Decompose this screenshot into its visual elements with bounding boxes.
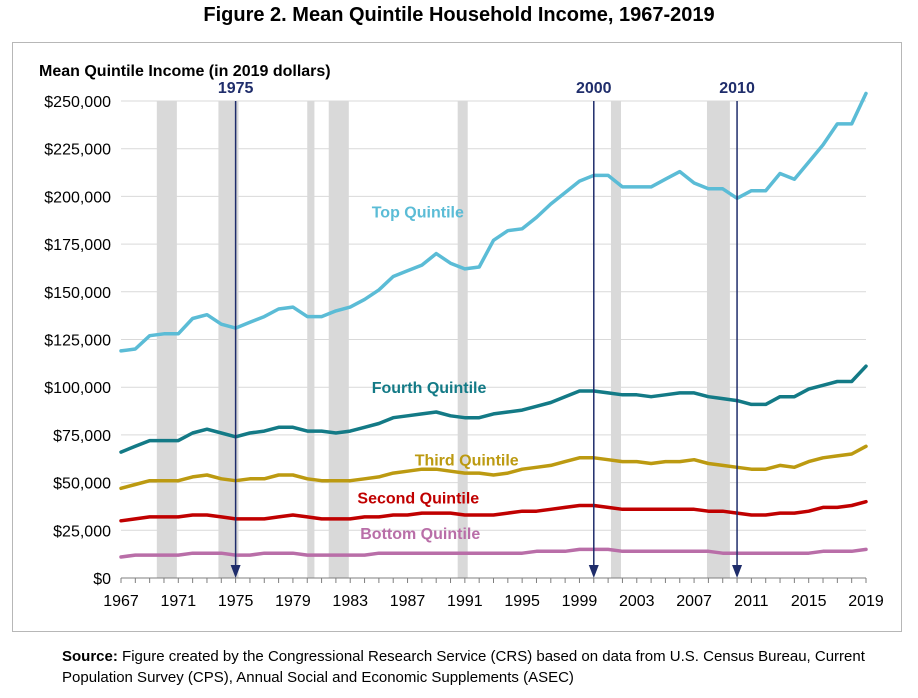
y-tick-label: $225,000 [44, 142, 111, 159]
marker-arrowhead [230, 565, 241, 578]
y-tick-label: $250,000 [44, 94, 111, 111]
y-tick-label: $150,000 [44, 285, 111, 302]
series-labels: Top Quintile Fourth Quintile Third Quintil… [357, 204, 518, 542]
series-lines [119, 91, 868, 559]
year-markers: 1975 2000 2010 [218, 80, 755, 578]
series-line [119, 364, 868, 454]
x-tick-label: 2015 [791, 593, 827, 610]
x-tick-label: 1995 [504, 593, 540, 610]
x-tick-label: 2011 [734, 593, 769, 610]
x-tick-label: 1979 [275, 593, 311, 610]
source-note: Source: Figure created by the Congressio… [62, 646, 902, 688]
source-label: Source: [62, 648, 118, 665]
series-label: Second Quintile [357, 491, 479, 508]
x-tick-label: 1967 [103, 593, 139, 610]
y-tick-label: $125,000 [44, 333, 111, 350]
y-tick-label: $50,000 [53, 476, 111, 493]
x-tick-label: 1975 [218, 593, 254, 610]
series-line [119, 499, 868, 523]
y-tick-label: $25,000 [53, 523, 111, 540]
figure-title: Figure 2. Mean Quintile Household Income… [203, 4, 715, 26]
marker-arrowhead [732, 565, 743, 578]
series-line [119, 91, 868, 353]
y-tick-label: $175,000 [44, 237, 111, 254]
x-tick-label: 1987 [390, 593, 426, 610]
chart: 1975 2000 2010 $0 $25,000 $50,000 $75,000 $100… [39, 63, 884, 610]
series-label: Third Quintile [415, 452, 519, 469]
y-tick-label: $200,000 [44, 189, 111, 206]
y-tick-label: $100,000 [44, 380, 111, 397]
x-tick-label: 1971 [161, 593, 197, 610]
source-text: Figure created by the Congressional Rese… [62, 648, 865, 686]
y-tick-label: $75,000 [53, 428, 111, 445]
series-label: Bottom Quintile [360, 526, 480, 543]
marker-label: 2000 [576, 80, 612, 97]
y-tick-label: $0 [93, 571, 111, 588]
x-tick-label: 2019 [848, 593, 884, 610]
x-tick-label: 1983 [332, 593, 368, 610]
marker-arrowhead [588, 565, 599, 578]
series-line [119, 547, 868, 559]
chart-frame: 1975 2000 2010 $0 $25,000 $50,000 $75,000 $100… [12, 42, 902, 632]
marker-label: 1975 [218, 80, 254, 97]
axes: $0 $25,000 $50,000 $75,000 $100,000 $125,000 $… [44, 94, 884, 610]
x-tick-label: 1999 [562, 593, 598, 610]
x-tick-label: 1991 [447, 593, 483, 610]
y-axis-label: Mean Quintile Income (in 2019 dollars) [39, 63, 331, 80]
series-label: Top Quintile [372, 204, 464, 221]
marker-label: 2010 [719, 80, 755, 97]
series-label: Fourth Quintile [372, 380, 487, 397]
x-tick-label: 2003 [619, 593, 655, 610]
series-line [119, 444, 868, 491]
x-tick-label: 2007 [676, 593, 712, 610]
